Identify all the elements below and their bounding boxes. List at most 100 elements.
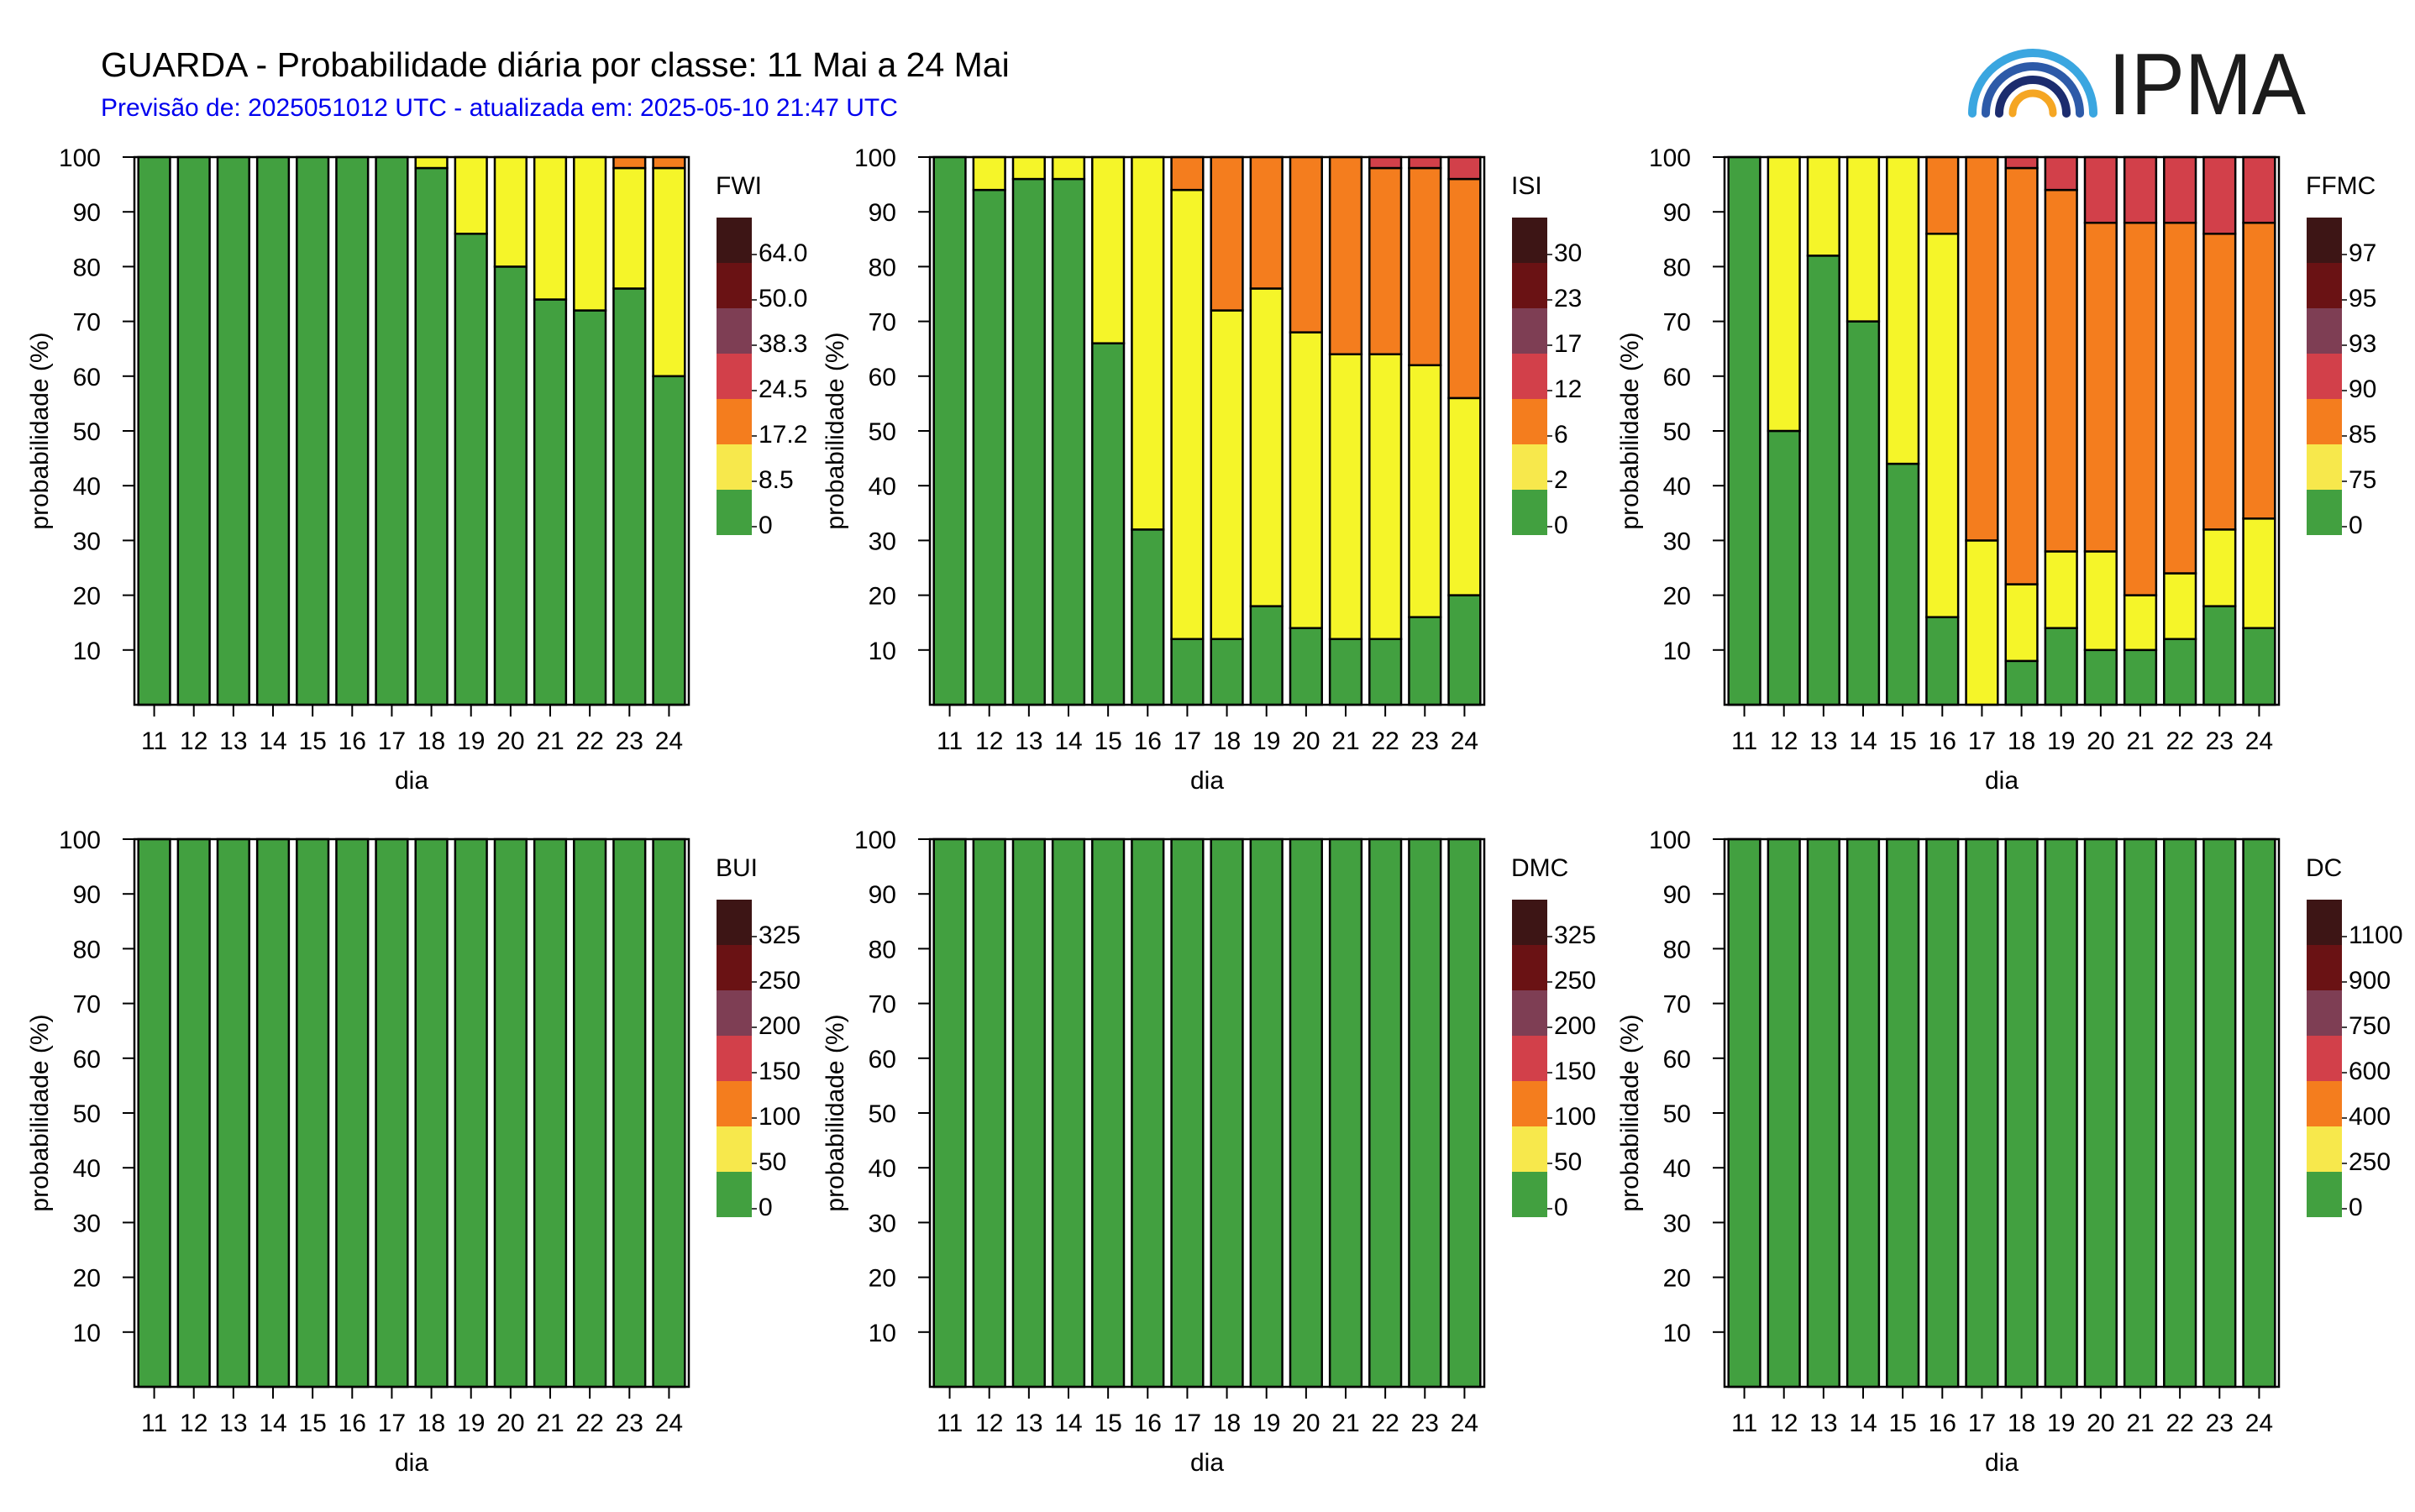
bar-segment: [2083, 550, 2118, 652]
bar-segment: [216, 155, 250, 706]
x-tick-label: 18: [1213, 727, 1241, 755]
y-tick-label: 100: [1649, 827, 1691, 854]
legend-swatch: [717, 354, 752, 399]
legend-label: 250: [2349, 1148, 2391, 1176]
bar-segment: [1011, 837, 1046, 1389]
bar-segment: [454, 233, 488, 706]
legend-swatch: [717, 308, 752, 354]
bar-segment: [176, 837, 211, 1389]
legend-label: 85: [2349, 421, 2376, 449]
bar-segment: [652, 166, 686, 378]
y-tick-label: 40: [1663, 473, 1691, 501]
legend-swatch: [717, 444, 752, 490]
bar-segment: [1965, 155, 1999, 542]
x-tick-label: 21: [536, 727, 564, 755]
bar-segment: [1408, 166, 1442, 367]
legend-label: 90: [2349, 375, 2376, 403]
legend-swatch: [1512, 1172, 1547, 1217]
bar-segment: [972, 837, 1006, 1389]
x-tick-label: 17: [1968, 727, 1996, 755]
y-tick-label: 40: [73, 1155, 101, 1183]
legend-label: 900: [2349, 967, 2391, 995]
x-tick-label: 16: [1134, 1410, 1162, 1437]
legend-label: 0: [1554, 512, 1568, 539]
legend-title: FFMC: [2306, 172, 2376, 200]
x-tick-label: 14: [1054, 1410, 1082, 1437]
y-tick-label: 80: [73, 254, 101, 281]
x-tick-label: 20: [1292, 1410, 1320, 1437]
x-tick-label: 13: [1015, 727, 1042, 755]
y-tick-label: 10: [869, 1320, 896, 1347]
y-tick-label: 20: [869, 583, 896, 611]
legend-label: 0: [759, 1194, 773, 1221]
x-tick-label: 24: [2245, 727, 2273, 755]
y-tick-label: 10: [73, 1320, 101, 1347]
bar-segment: [2242, 155, 2276, 224]
x-tick-label: 14: [1849, 727, 1877, 755]
bar-segment: [1925, 233, 1960, 618]
x-tick-label: 22: [2166, 727, 2193, 755]
bar-segment: [493, 265, 528, 706]
bar-segment: [2083, 155, 2118, 224]
bar-segment: [1249, 837, 1284, 1389]
x-tick-label: 13: [1809, 1410, 1837, 1437]
x-tick-label: 22: [575, 727, 603, 755]
x-tick-label: 24: [1451, 727, 1478, 755]
legend-label: 0: [1554, 1194, 1568, 1221]
legend-label: 200: [1554, 1012, 1596, 1040]
x-tick-label: 14: [1054, 727, 1082, 755]
bar-segment: [932, 155, 967, 706]
y-tick-label: 20: [73, 583, 101, 611]
bar-segment: [612, 287, 647, 706]
y-tick-label: 80: [869, 254, 896, 281]
y-tick-label: 70: [869, 991, 896, 1019]
bar-segment: [1328, 837, 1363, 1389]
bar-segment: [1925, 616, 1960, 706]
bar-segment: [1011, 177, 1046, 706]
x-tick-label: 11: [1731, 1410, 1757, 1437]
bar-segment: [652, 375, 686, 706]
y-tick-label: 30: [1663, 528, 1691, 555]
y-tick-label: 80: [1663, 936, 1691, 963]
legend-label: 250: [1554, 967, 1596, 995]
legend-label: 30: [1554, 239, 1582, 267]
bar-segment: [1965, 837, 1999, 1389]
bar-segment: [612, 837, 647, 1389]
bar-segment: [2202, 233, 2237, 531]
y-axis-label: probabilidade (%): [822, 332, 849, 529]
bar-segment: [255, 155, 291, 706]
bar-segment: [1447, 396, 1482, 596]
bar-segment: [454, 837, 488, 1389]
x-tick-label: 13: [1015, 1410, 1042, 1437]
x-tick-label: 22: [1371, 1410, 1399, 1437]
legend-label: 23: [1554, 285, 1582, 312]
bar-segment: [2004, 166, 2039, 585]
bar-segment: [1806, 837, 1840, 1389]
y-tick-label: 90: [73, 881, 101, 909]
bar-segment: [1210, 155, 1244, 312]
x-tick-label: 17: [378, 1410, 406, 1437]
legend-label: 250: [759, 967, 801, 995]
y-tick-label: 100: [59, 144, 101, 172]
bar-segment: [296, 837, 330, 1389]
legend-swatch: [1512, 945, 1547, 990]
bar-segment: [137, 155, 171, 706]
x-tick-label: 18: [2008, 1410, 2035, 1437]
x-tick-label: 14: [1849, 1410, 1877, 1437]
legend-swatch: [2307, 1172, 2342, 1217]
bar-segment: [972, 155, 1006, 192]
bar-segment: [2163, 638, 2197, 706]
legend-label: 0: [2349, 1194, 2363, 1221]
x-tick-label: 16: [339, 1410, 366, 1437]
x-tick-label: 23: [2206, 1410, 2234, 1437]
bar-segment: [612, 166, 647, 290]
bar-segment: [1289, 627, 1323, 706]
x-tick-label: 11: [1731, 727, 1757, 755]
bar-segment: [2044, 155, 2078, 192]
bar-segment: [2163, 572, 2197, 641]
legend-swatch: [717, 218, 752, 263]
legend-label: 6: [1554, 421, 1568, 449]
legend-label: 400: [2349, 1103, 2391, 1131]
legend-label: 2: [1554, 466, 1568, 494]
